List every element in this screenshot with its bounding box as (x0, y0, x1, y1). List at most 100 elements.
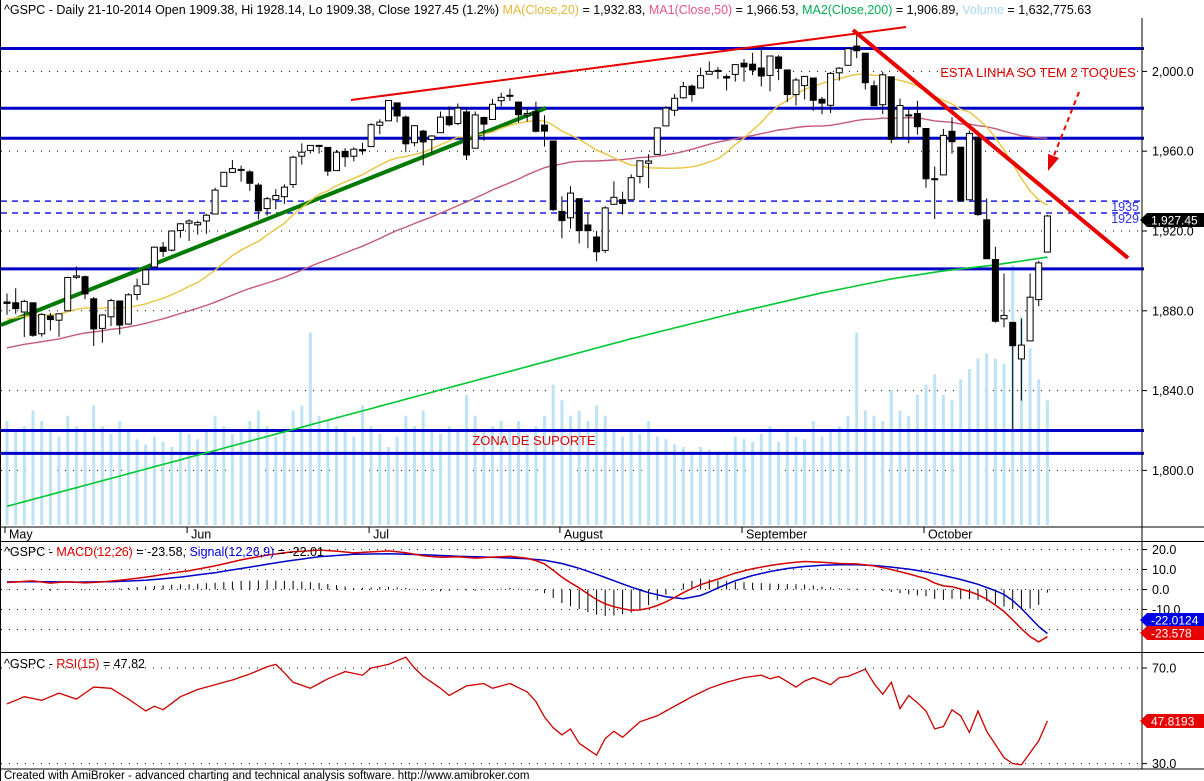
volume-bar (14, 431, 18, 525)
candle-down (81, 276, 89, 295)
candle-down (254, 184, 262, 212)
candle-down (445, 116, 453, 126)
candle-down (480, 117, 488, 125)
candle-up (385, 100, 392, 122)
candle-down (393, 102, 401, 117)
volume-bar (300, 405, 304, 525)
axis-tick-label: 0.0 (1152, 583, 1169, 597)
volume-bar (343, 431, 347, 525)
candle-up (428, 135, 436, 141)
volume-bar (222, 426, 226, 525)
title-segment: = 1,906.89, (892, 3, 963, 17)
volume-bar (517, 421, 520, 525)
volume-bar (612, 431, 616, 525)
candle-up (150, 246, 158, 268)
volume-bar (230, 434, 234, 525)
candle-down (315, 144, 323, 147)
volume-bar (308, 332, 312, 525)
candle-down (341, 150, 349, 158)
rsi-value-tag: 47.8193 (1140, 714, 1204, 729)
volume-bar (829, 431, 833, 525)
candle-up (1026, 296, 1034, 342)
month-label: May (9, 528, 33, 542)
candle-down (541, 124, 548, 132)
axis-tick-label: 1,800.0 (1152, 464, 1194, 478)
volume-bar (465, 395, 468, 525)
volume-bar (586, 421, 590, 525)
volume-bar (499, 421, 503, 525)
volume-bar (265, 426, 269, 525)
candle-up (939, 134, 947, 176)
volume-bar (725, 454, 729, 525)
volume-bar (135, 439, 139, 525)
candle-up (185, 220, 193, 224)
candle-down (757, 67, 765, 77)
candle-up (567, 192, 574, 219)
candle-up (64, 277, 72, 312)
candle-up (489, 103, 496, 121)
candle-up (662, 107, 670, 127)
candle-up (610, 196, 618, 205)
chart-annotation: ZONA DE SUPORTE (472, 433, 596, 448)
volume-bar (785, 431, 789, 525)
month-label: September (746, 528, 807, 542)
month-label: August (564, 528, 603, 542)
candle-up (844, 48, 852, 66)
trendline-ascending-green (1, 106, 547, 327)
volume-bar (178, 431, 182, 525)
volume-bar (915, 395, 919, 525)
volume-bar (83, 431, 87, 525)
candle-up (645, 160, 653, 164)
volume-bar (22, 426, 26, 525)
volume-bar (369, 426, 373, 525)
candle-up (55, 313, 63, 321)
volume-bar (777, 441, 781, 525)
volume-bar (595, 405, 599, 525)
month-label: October (928, 528, 972, 542)
tag-arrow (1140, 626, 1147, 640)
candle-down (991, 259, 999, 322)
candle-up (298, 151, 306, 157)
candle-up (72, 275, 80, 278)
tag-box (1147, 714, 1204, 728)
title-segment: MA1(Close,50) (648, 3, 733, 17)
candle-down (853, 45, 861, 52)
volume-bar (707, 449, 711, 525)
volume-bar (733, 436, 737, 525)
volume-bar (993, 358, 997, 525)
volume-bar (491, 426, 494, 525)
candle-up (601, 207, 609, 251)
volume-bar (5, 421, 9, 525)
volume-bar (274, 436, 278, 525)
title-segment: = 1,932.83, (578, 3, 649, 17)
volume-bar (74, 426, 78, 525)
candle-down (714, 69, 722, 72)
volume-bar (889, 389, 893, 525)
candle-up (124, 294, 132, 325)
volume-bar (846, 415, 850, 525)
candle-up (679, 86, 687, 99)
volume-bar (803, 439, 807, 525)
candle-down (983, 219, 991, 260)
candle-down (913, 113, 921, 128)
volume-bar (291, 410, 295, 525)
volume-bar (256, 410, 260, 525)
volume-bar (395, 436, 399, 525)
candle-down (809, 77, 817, 101)
candle-up (333, 151, 340, 172)
candle-up (835, 67, 843, 74)
candle-up (827, 72, 835, 106)
volume-bar (985, 353, 989, 525)
title-segment: = 1,966.53, (732, 3, 803, 17)
candle-up (671, 97, 679, 111)
volume-bar (603, 415, 607, 525)
candle-up (20, 300, 28, 313)
candle-down (359, 149, 366, 152)
volume-bar (317, 415, 321, 525)
candle-up (289, 156, 297, 185)
month-axis: May Jun Jul August September October (1, 526, 1204, 542)
footer-credit: Created with AmiBroker - advanced charti… (4, 770, 530, 781)
candle-down (619, 199, 627, 204)
